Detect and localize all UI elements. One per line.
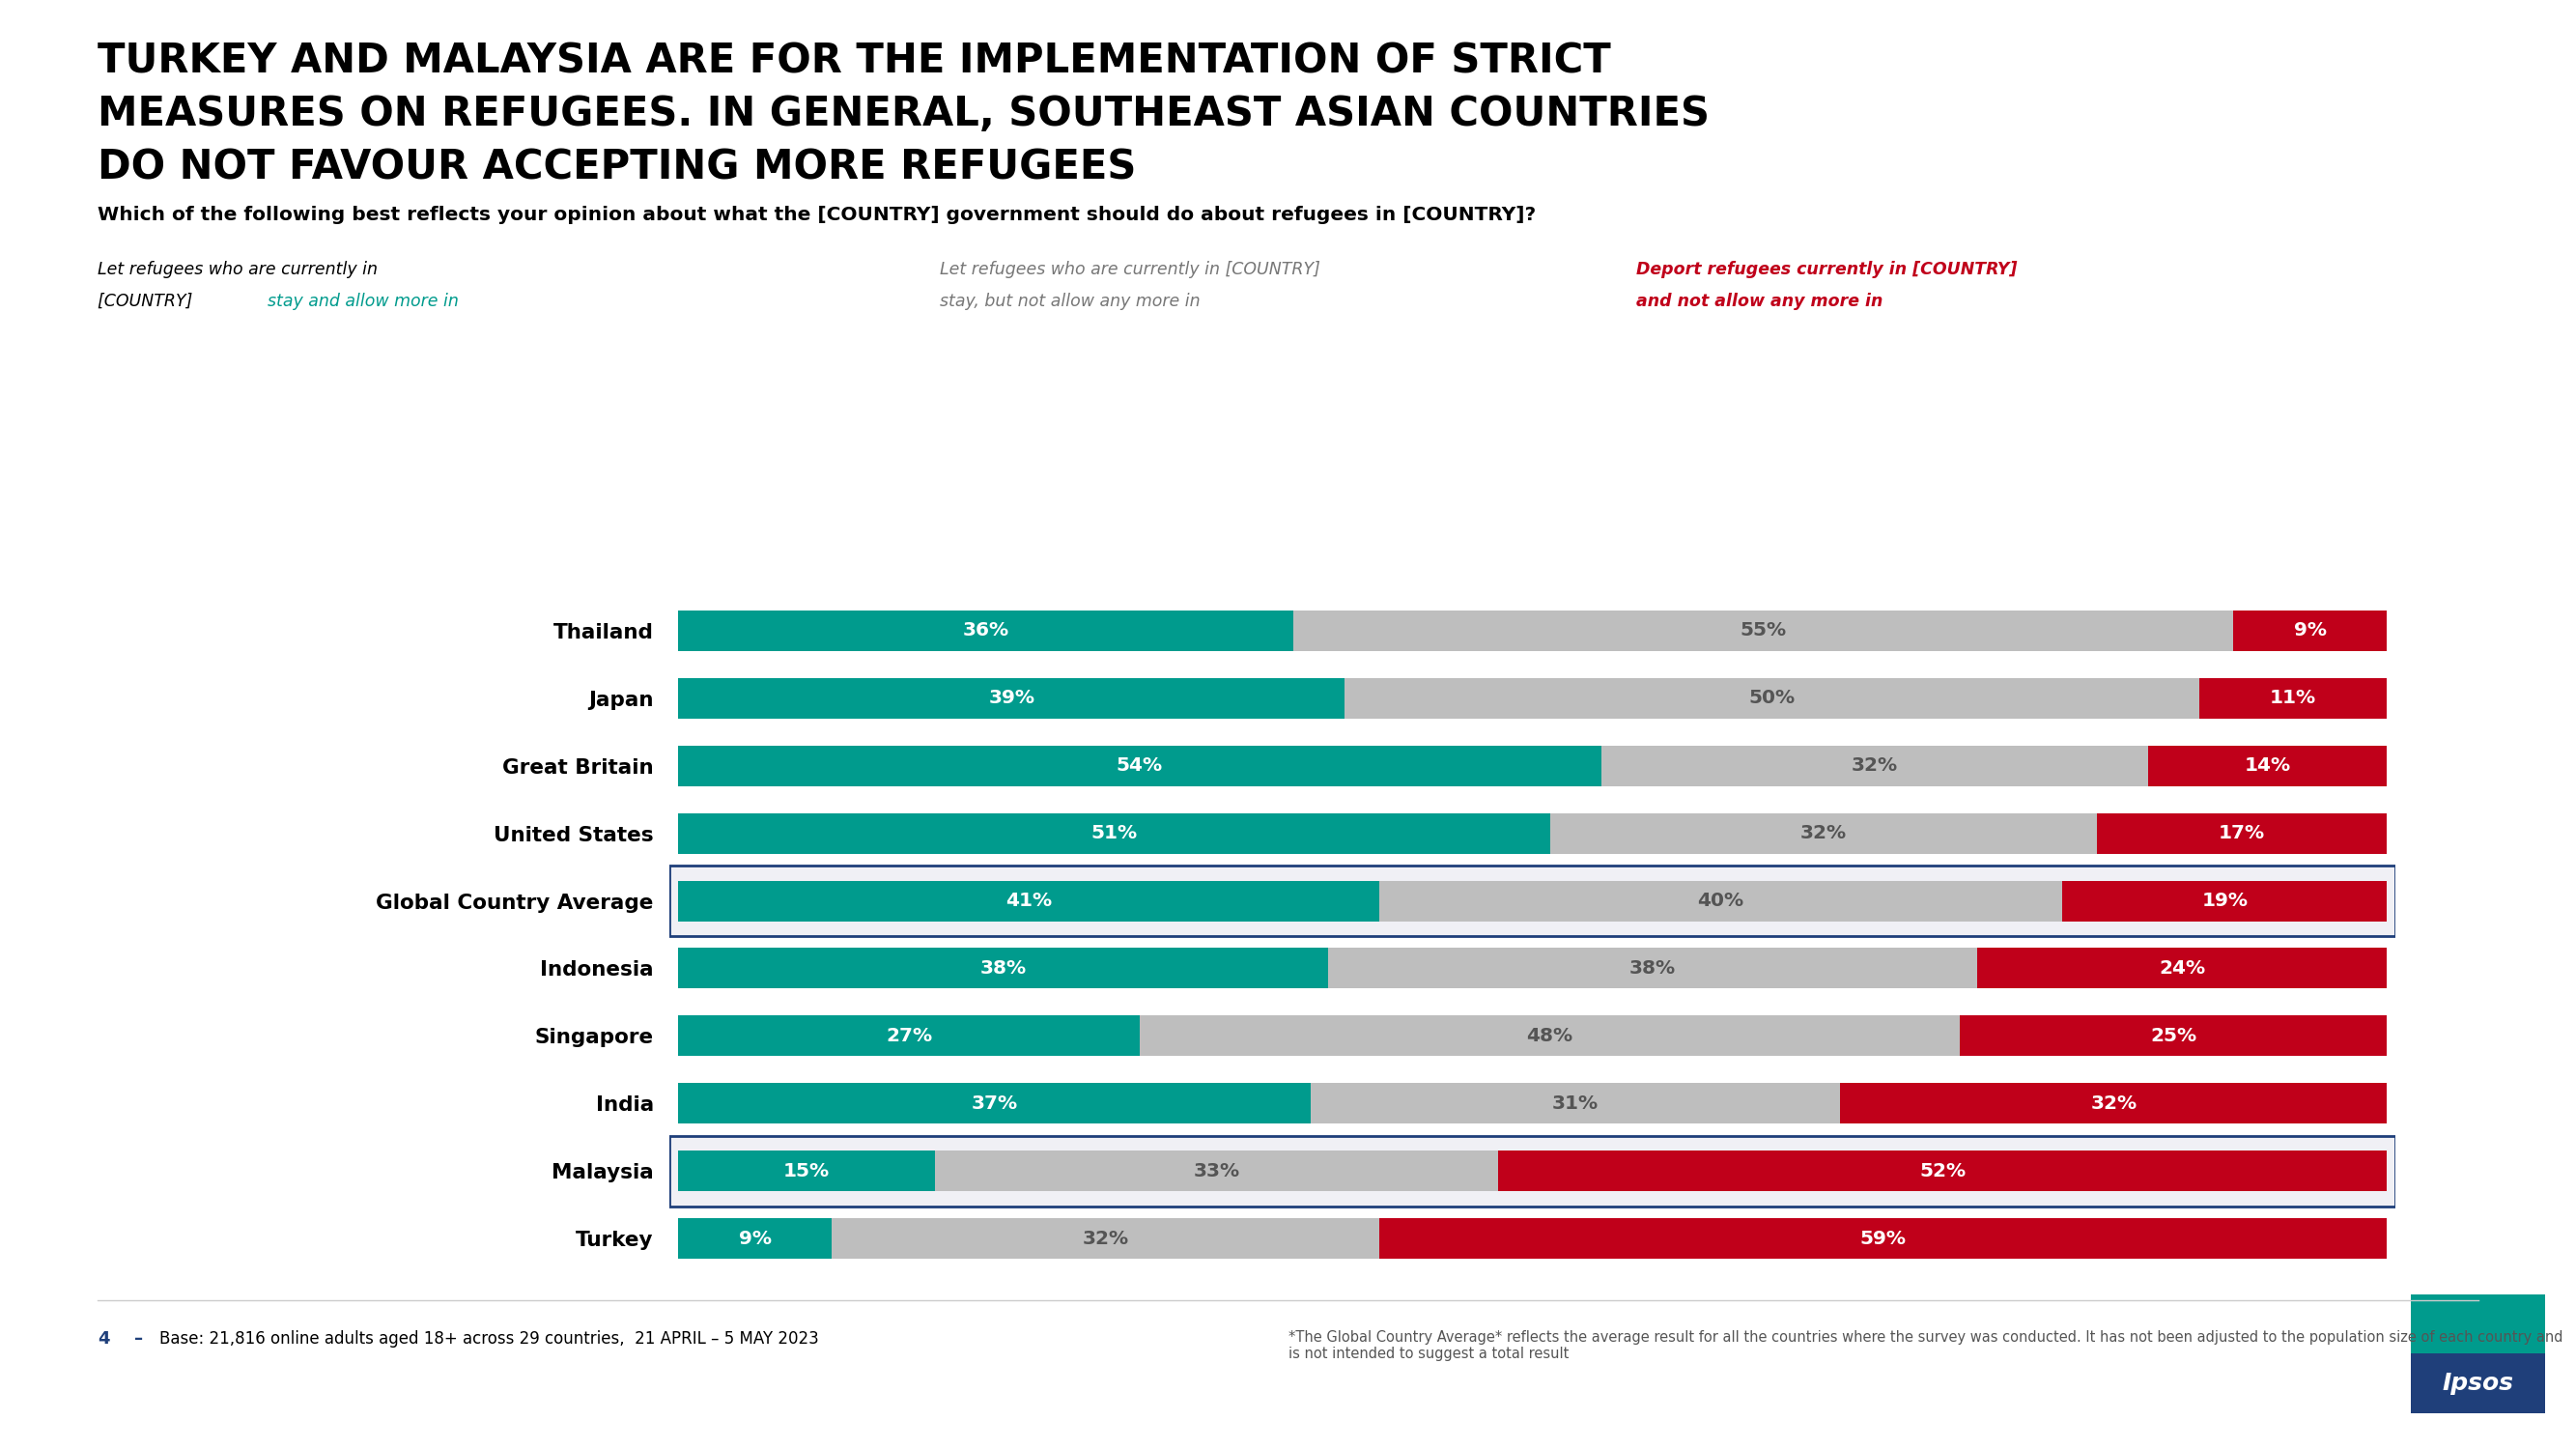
Text: 36%: 36% xyxy=(963,622,1010,640)
Text: 41%: 41% xyxy=(1005,891,1051,910)
Text: 37%: 37% xyxy=(971,1094,1018,1113)
Bar xyxy=(1499,1151,2388,1191)
Text: 31%: 31% xyxy=(1553,1094,1600,1113)
Text: 32%: 32% xyxy=(1801,824,1847,842)
Text: stay, but not allow any more in: stay, but not allow any more in xyxy=(940,293,1200,310)
Bar xyxy=(2411,1353,2545,1413)
Text: 51%: 51% xyxy=(1090,824,1136,842)
Text: 9%: 9% xyxy=(739,1229,773,1248)
Bar xyxy=(2148,746,2388,785)
Text: 54%: 54% xyxy=(1115,756,1162,775)
Text: [COUNTRY]: [COUNTRY] xyxy=(98,293,198,310)
Text: 38%: 38% xyxy=(979,959,1025,978)
Bar xyxy=(1602,746,2148,785)
Bar xyxy=(677,1219,832,1259)
Bar xyxy=(1327,948,1976,988)
Text: 38%: 38% xyxy=(1628,959,1674,978)
Bar xyxy=(677,948,1327,988)
Text: Which of the following best reflects your opinion about what the [COUNTRY] gover: Which of the following best reflects you… xyxy=(98,206,1535,225)
Bar xyxy=(1960,1016,2388,1056)
Text: Let refugees who are currently in: Let refugees who are currently in xyxy=(98,261,379,278)
Text: 39%: 39% xyxy=(989,690,1036,707)
Bar xyxy=(935,1151,1499,1191)
Text: Ipsos: Ipsos xyxy=(2442,1371,2514,1394)
Text: *The Global Country Average* reflects the average result for all the countries w: *The Global Country Average* reflects th… xyxy=(1288,1330,2563,1362)
Text: 14%: 14% xyxy=(2244,756,2290,775)
Bar xyxy=(1378,1219,2388,1259)
Text: 33%: 33% xyxy=(1193,1162,1239,1179)
Bar xyxy=(1311,1084,1839,1123)
Bar xyxy=(670,865,2396,936)
Text: 4: 4 xyxy=(98,1330,111,1348)
Bar xyxy=(2233,610,2388,651)
Bar xyxy=(670,1136,2396,1206)
Bar xyxy=(670,1136,2396,1206)
Text: and not allow any more in: and not allow any more in xyxy=(1636,293,1883,310)
Text: 15%: 15% xyxy=(783,1162,829,1179)
Text: TURKEY AND MALAYSIA ARE FOR THE IMPLEMENTATION OF STRICT: TURKEY AND MALAYSIA ARE FOR THE IMPLEMEN… xyxy=(98,41,1610,81)
Text: Base: 21,816 online adults aged 18+ across 29 countries,  21 APRIL – 5 MAY 2023: Base: 21,816 online adults aged 18+ acro… xyxy=(160,1330,819,1348)
Text: DO NOT FAVOUR ACCEPTING MORE REFUGEES: DO NOT FAVOUR ACCEPTING MORE REFUGEES xyxy=(98,148,1136,188)
Text: 27%: 27% xyxy=(886,1027,933,1045)
Bar xyxy=(2411,1294,2545,1353)
Text: 32%: 32% xyxy=(2092,1094,2138,1113)
Bar xyxy=(677,813,1551,853)
Text: 24%: 24% xyxy=(2159,959,2205,978)
Bar xyxy=(677,881,1378,922)
Bar xyxy=(1839,1084,2388,1123)
Bar xyxy=(1551,813,2097,853)
Bar xyxy=(2200,678,2388,719)
Bar xyxy=(677,746,1602,785)
Text: 52%: 52% xyxy=(1919,1162,1965,1179)
Bar xyxy=(2063,881,2388,922)
Text: 48%: 48% xyxy=(1528,1027,1574,1045)
Text: 17%: 17% xyxy=(2218,824,2264,842)
Bar xyxy=(1139,1016,1960,1056)
Bar xyxy=(670,865,2396,936)
Text: –: – xyxy=(134,1330,142,1348)
Text: 11%: 11% xyxy=(2269,690,2316,707)
Text: 32%: 32% xyxy=(1852,756,1899,775)
Bar xyxy=(1976,948,2388,988)
Bar xyxy=(2097,813,2388,853)
Text: 55%: 55% xyxy=(1741,622,1788,640)
Bar xyxy=(1345,678,2200,719)
Text: 9%: 9% xyxy=(2293,622,2326,640)
Bar xyxy=(1293,610,2233,651)
Text: Deport refugees currently in [COUNTRY]: Deport refugees currently in [COUNTRY] xyxy=(1636,261,2017,278)
Bar xyxy=(677,678,1345,719)
Text: Let refugees who are currently in [COUNTRY]: Let refugees who are currently in [COUNT… xyxy=(940,261,1321,278)
Text: MEASURES ON REFUGEES. IN GENERAL, SOUTHEAST ASIAN COUNTRIES: MEASURES ON REFUGEES. IN GENERAL, SOUTHE… xyxy=(98,94,1710,135)
Text: 25%: 25% xyxy=(2151,1027,2197,1045)
Bar xyxy=(677,1084,1311,1123)
Bar xyxy=(677,610,1293,651)
Bar xyxy=(832,1219,1378,1259)
Text: 19%: 19% xyxy=(2202,891,2249,910)
Bar xyxy=(1378,881,2063,922)
Text: 32%: 32% xyxy=(1082,1229,1128,1248)
Text: 59%: 59% xyxy=(1860,1229,1906,1248)
Text: 40%: 40% xyxy=(1698,891,1744,910)
Text: 50%: 50% xyxy=(1749,690,1795,707)
Bar xyxy=(677,1016,1139,1056)
Bar xyxy=(677,1151,935,1191)
Text: stay and allow more in: stay and allow more in xyxy=(268,293,459,310)
